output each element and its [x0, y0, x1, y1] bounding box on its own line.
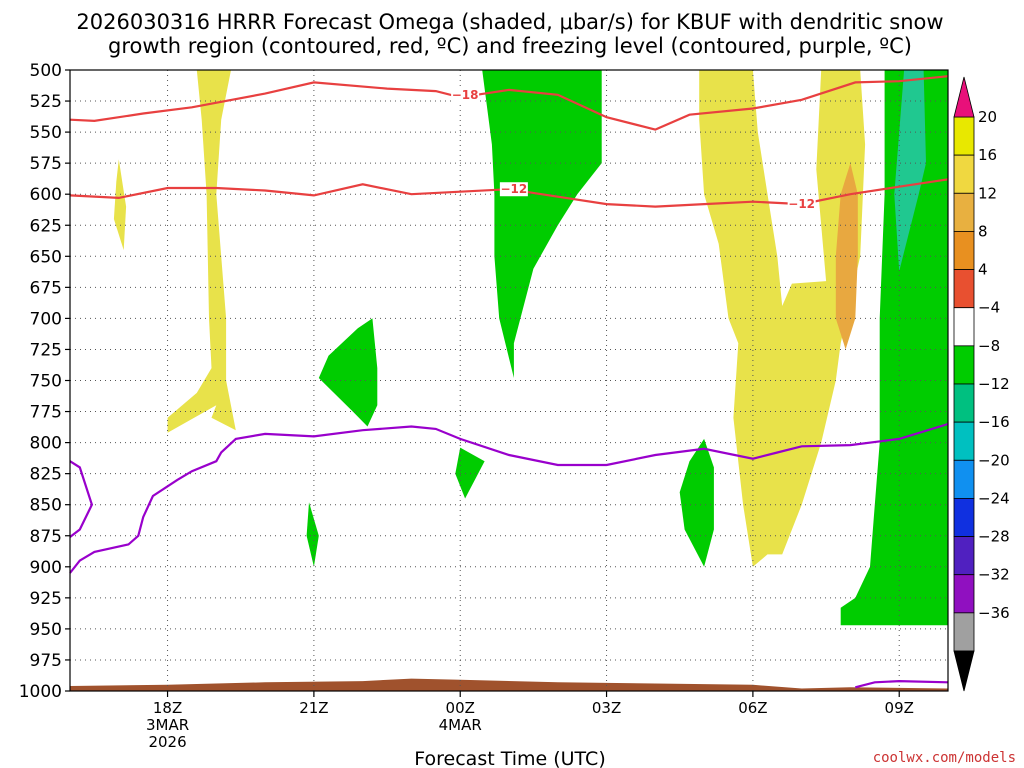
- colorbar-swatch-13: [953, 612, 975, 652]
- x-tick-label-18-0: 18Z: [153, 699, 182, 717]
- dgz-label-bg-2: [787, 197, 816, 212]
- x-tick-label-27-0: 03Z: [592, 699, 621, 717]
- x-tick-label-18-2: 2026: [148, 733, 186, 751]
- omega-region-0: [167, 70, 236, 433]
- ground-surface: [70, 678, 948, 691]
- colorbar-label-9: −20: [978, 451, 1010, 469]
- y-tick-label-975: 975: [30, 651, 62, 671]
- dgz-label-bg-0: [451, 87, 480, 102]
- colorbar: 20 16 12 8 4 −4 −8 −12 −16 −20 −24 −28 −32 −36: [953, 76, 1010, 692]
- omega-region-9: [840, 70, 948, 626]
- x-tick-label-30-0: 06Z: [738, 699, 767, 717]
- colorbar-swatch-0: [953, 116, 975, 156]
- colorbar-label-13: −36: [978, 604, 1010, 622]
- y-tick-label-925: 925: [30, 589, 62, 609]
- y-tick-label-675: 675: [30, 278, 62, 298]
- colorbar-swatch-11: [953, 536, 975, 576]
- omega-region-8: [835, 163, 858, 350]
- omega-region-6: [306, 502, 319, 567]
- y-tick-label-900: 900: [30, 558, 62, 578]
- colorbar-label-12: −32: [978, 566, 1010, 584]
- y-tick-label-775: 775: [30, 403, 62, 423]
- y-tick-label-700: 700: [30, 309, 62, 329]
- dgz-label-bg-1: [499, 182, 528, 197]
- omega-region-4: [455, 447, 485, 499]
- y-tick-label-550: 550: [30, 123, 62, 143]
- x-tick-label-24-0: 00Z: [446, 699, 475, 717]
- freezing-level-contour-1: [69, 422, 949, 574]
- chart-title-line-2: growth region (contoured, red, ºC) and f…: [108, 34, 912, 58]
- colorbar-label-7: −12: [978, 375, 1010, 393]
- colorbar-swatch-8: [953, 421, 975, 461]
- omega-region-2: [482, 70, 602, 378]
- chart-title-line-1: 2026030316 HRRR Forecast Omega (shaded, …: [76, 10, 943, 34]
- colorbar-swatch-12: [953, 574, 975, 614]
- colorbar-swatch-10: [953, 498, 975, 537]
- omega-region-1: [113, 159, 127, 251]
- colorbar-label-1: 16: [978, 146, 997, 164]
- dgz-contour-label-0: −18: [452, 88, 479, 102]
- y-tick-label-600: 600: [30, 185, 62, 205]
- colorbar-swatch-5: [953, 307, 975, 347]
- colorbar-bottom-arrow: [953, 650, 975, 692]
- y-tick-label-750: 750: [30, 372, 62, 392]
- dgz-contour-label-1: −12: [500, 182, 527, 196]
- colorbar-swatch-4: [953, 269, 975, 309]
- y-tick-label-800: 800: [30, 434, 62, 454]
- omega-region-5: [679, 438, 714, 567]
- colorbar-label-5: −4: [978, 299, 1000, 317]
- colorbar-swatch-7: [953, 383, 975, 423]
- colorbar-label-11: −28: [978, 528, 1010, 546]
- x-tick-label-24-1: 4MAR: [439, 716, 482, 734]
- y-tick-label-825: 825: [30, 465, 62, 485]
- y-tick-label-875: 875: [30, 527, 62, 547]
- colorbar-top-arrow: [953, 76, 975, 118]
- colorbar-label-4: 4: [978, 261, 988, 279]
- y-tick-label-575: 575: [30, 154, 62, 174]
- grid-lines: [70, 70, 948, 691]
- x-tick-label-18-1: 3MAR: [146, 716, 189, 734]
- colorbar-swatch-9: [953, 459, 975, 499]
- y-tick-label-525: 525: [30, 92, 62, 112]
- colorbar-label-10: −24: [978, 489, 1010, 507]
- omega-region-3: [318, 318, 378, 427]
- freezing-level-contour-2: [855, 679, 949, 689]
- x-axis-title: Forecast Time (UTC): [414, 748, 605, 768]
- y-tick-label-950: 950: [30, 620, 62, 640]
- dgz-contour-0: [69, 75, 949, 131]
- freezing-level-contour-0: [69, 460, 94, 538]
- y-tick-label-725: 725: [30, 340, 62, 360]
- colorbar-swatch-2: [953, 192, 975, 232]
- colorbar-label-3: 8: [978, 222, 988, 240]
- y-tick-label-500: 500: [30, 61, 62, 81]
- y-tick-label-1000: 1000: [19, 682, 62, 702]
- colorbar-label-8: −16: [978, 413, 1010, 431]
- x-tick-label-21-0: 21Z: [299, 699, 328, 717]
- omega-region-10: [894, 70, 926, 272]
- y-axis: 500 525 550 575 600 625 650 675 700 725 750 775 800 8…: [19, 61, 70, 702]
- credit-text: coolwx.com/models: [873, 750, 1016, 766]
- contour-lines: −18 −12 −12: [69, 75, 949, 689]
- colorbar-swatch-3: [953, 231, 975, 270]
- ground-fill: [70, 678, 948, 691]
- y-tick-label-850: 850: [30, 496, 62, 516]
- y-tick-label-625: 625: [30, 216, 62, 236]
- colorbar-label-6: −8: [978, 337, 1000, 355]
- colorbar-swatch-1: [953, 154, 975, 194]
- colorbar-label-0: 20: [978, 108, 997, 126]
- y-tick-label-650: 650: [30, 247, 62, 267]
- colorbar-swatch-6: [953, 345, 975, 385]
- dgz-contour-label-2: −12: [788, 197, 815, 211]
- x-tick-label-33-0: 09Z: [885, 699, 914, 717]
- colorbar-label-2: 12: [978, 184, 997, 202]
